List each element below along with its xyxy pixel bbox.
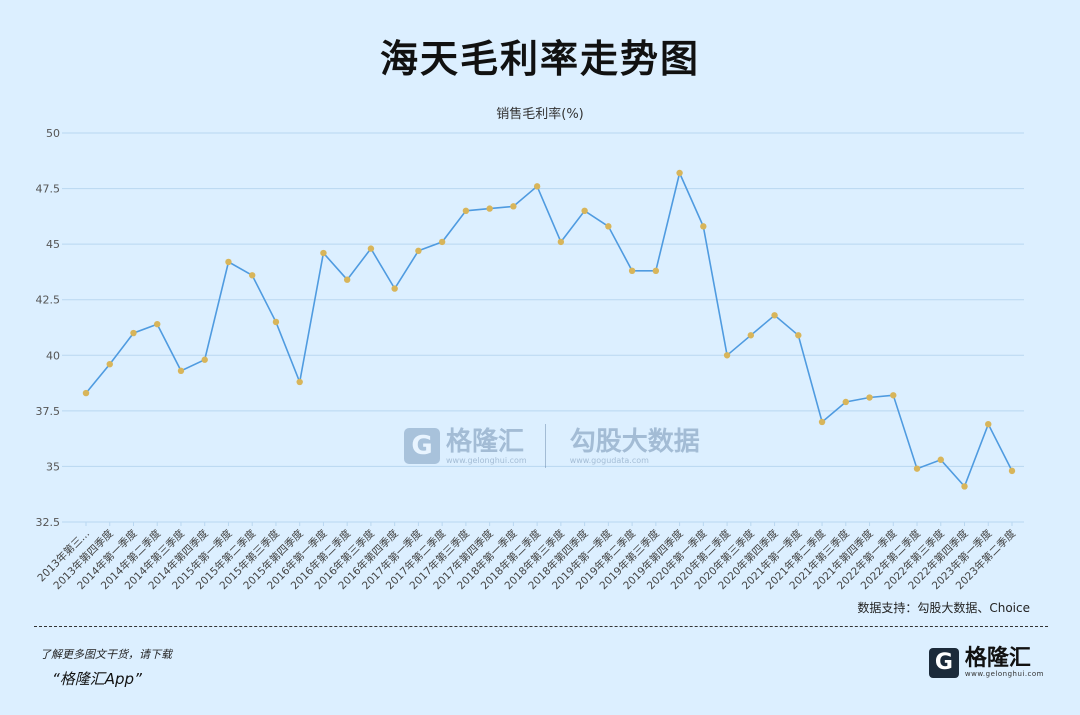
data-points [82, 169, 1016, 490]
data-point [937, 456, 944, 463]
data-point [272, 318, 280, 326]
data-point [628, 267, 636, 275]
data-point [700, 223, 707, 230]
data-point [343, 276, 351, 283]
data-point [985, 420, 992, 428]
watermark: G 格隆汇 www.gelonghui.com 勾股大数据 www.goguda… [404, 424, 700, 468]
data-point [1008, 467, 1016, 475]
data-point [557, 238, 565, 246]
data-point [510, 203, 517, 210]
data-point [82, 389, 90, 397]
divider [34, 626, 1048, 627]
chart-subtitle: 销售毛利率(%) [496, 106, 584, 122]
data-point [201, 356, 208, 363]
data-point [486, 205, 493, 212]
data-point [723, 352, 731, 359]
data-point [961, 483, 968, 490]
data-point [866, 394, 873, 401]
y-tick-label: 50 [46, 127, 60, 140]
data-point [415, 247, 422, 255]
data-point [177, 367, 185, 375]
data-point [795, 332, 802, 339]
data-point [533, 183, 541, 190]
data-point [913, 465, 921, 472]
y-tick-label: 47.5 [36, 183, 61, 196]
watermark-brand: 格隆汇 [446, 426, 525, 457]
data-point [106, 360, 113, 368]
logo-url: www.gelonghui.com [964, 670, 1044, 678]
data-point [391, 285, 398, 292]
promo-text: 了解更多图文干货，请下载 [40, 648, 172, 661]
data-point [818, 418, 826, 426]
data-point [747, 332, 755, 339]
y-tick-label: 37.5 [36, 405, 61, 418]
y-tick-label: 40 [46, 349, 60, 362]
x-axis: 2013年第三...2013年第四季度2014年第一季度2014年第二季度201… [35, 522, 1018, 592]
data-point [605, 223, 612, 230]
line-chart: 销售毛利率(%) 50 47.5 45 42.5 40 37.5 35 32.5 2013年第… [35, 106, 1024, 592]
y-tick-label: 32.5 [36, 516, 61, 529]
watermark-brand-2: 勾股大数据 [569, 426, 700, 457]
page-title: 海天毛利率走势图 [379, 37, 700, 81]
logo-icon: G [928, 648, 959, 678]
data-point [130, 329, 137, 337]
data-point [296, 378, 303, 386]
data-point [367, 245, 375, 252]
y-axis: 50 47.5 45 42.5 40 37.5 35 32.5 [36, 127, 61, 529]
data-point [771, 312, 778, 319]
data-point [890, 392, 897, 399]
data-point [652, 267, 660, 275]
data-point [154, 320, 161, 328]
y-tick-label: 45 [46, 238, 60, 251]
data-point [581, 207, 588, 214]
data-point [462, 207, 470, 214]
watermark-divider [544, 424, 546, 468]
data-point [249, 272, 256, 279]
data-point [320, 249, 327, 257]
data-point [438, 238, 446, 246]
y-tick-label: 35 [46, 460, 60, 473]
data-point [676, 169, 683, 177]
promo-app-name: “格隆汇App” [52, 670, 142, 688]
watermark-url: www.gelonghui.com [446, 455, 527, 465]
data-point [842, 398, 849, 406]
watermark-logo-icon: G [404, 428, 440, 464]
source-note: 数据支持：勾股大数据、Choice [857, 601, 1030, 615]
series-line [85, 170, 1013, 488]
logo-name: 格隆汇 [964, 646, 1031, 671]
footer-logo: G 格隆汇 www.gelonghui.com [928, 646, 1044, 678]
watermark-url-2: www.gogudata.com [569, 455, 649, 465]
grid [62, 132, 1024, 523]
y-tick-label: 42.5 [36, 294, 61, 307]
data-point [225, 258, 232, 266]
